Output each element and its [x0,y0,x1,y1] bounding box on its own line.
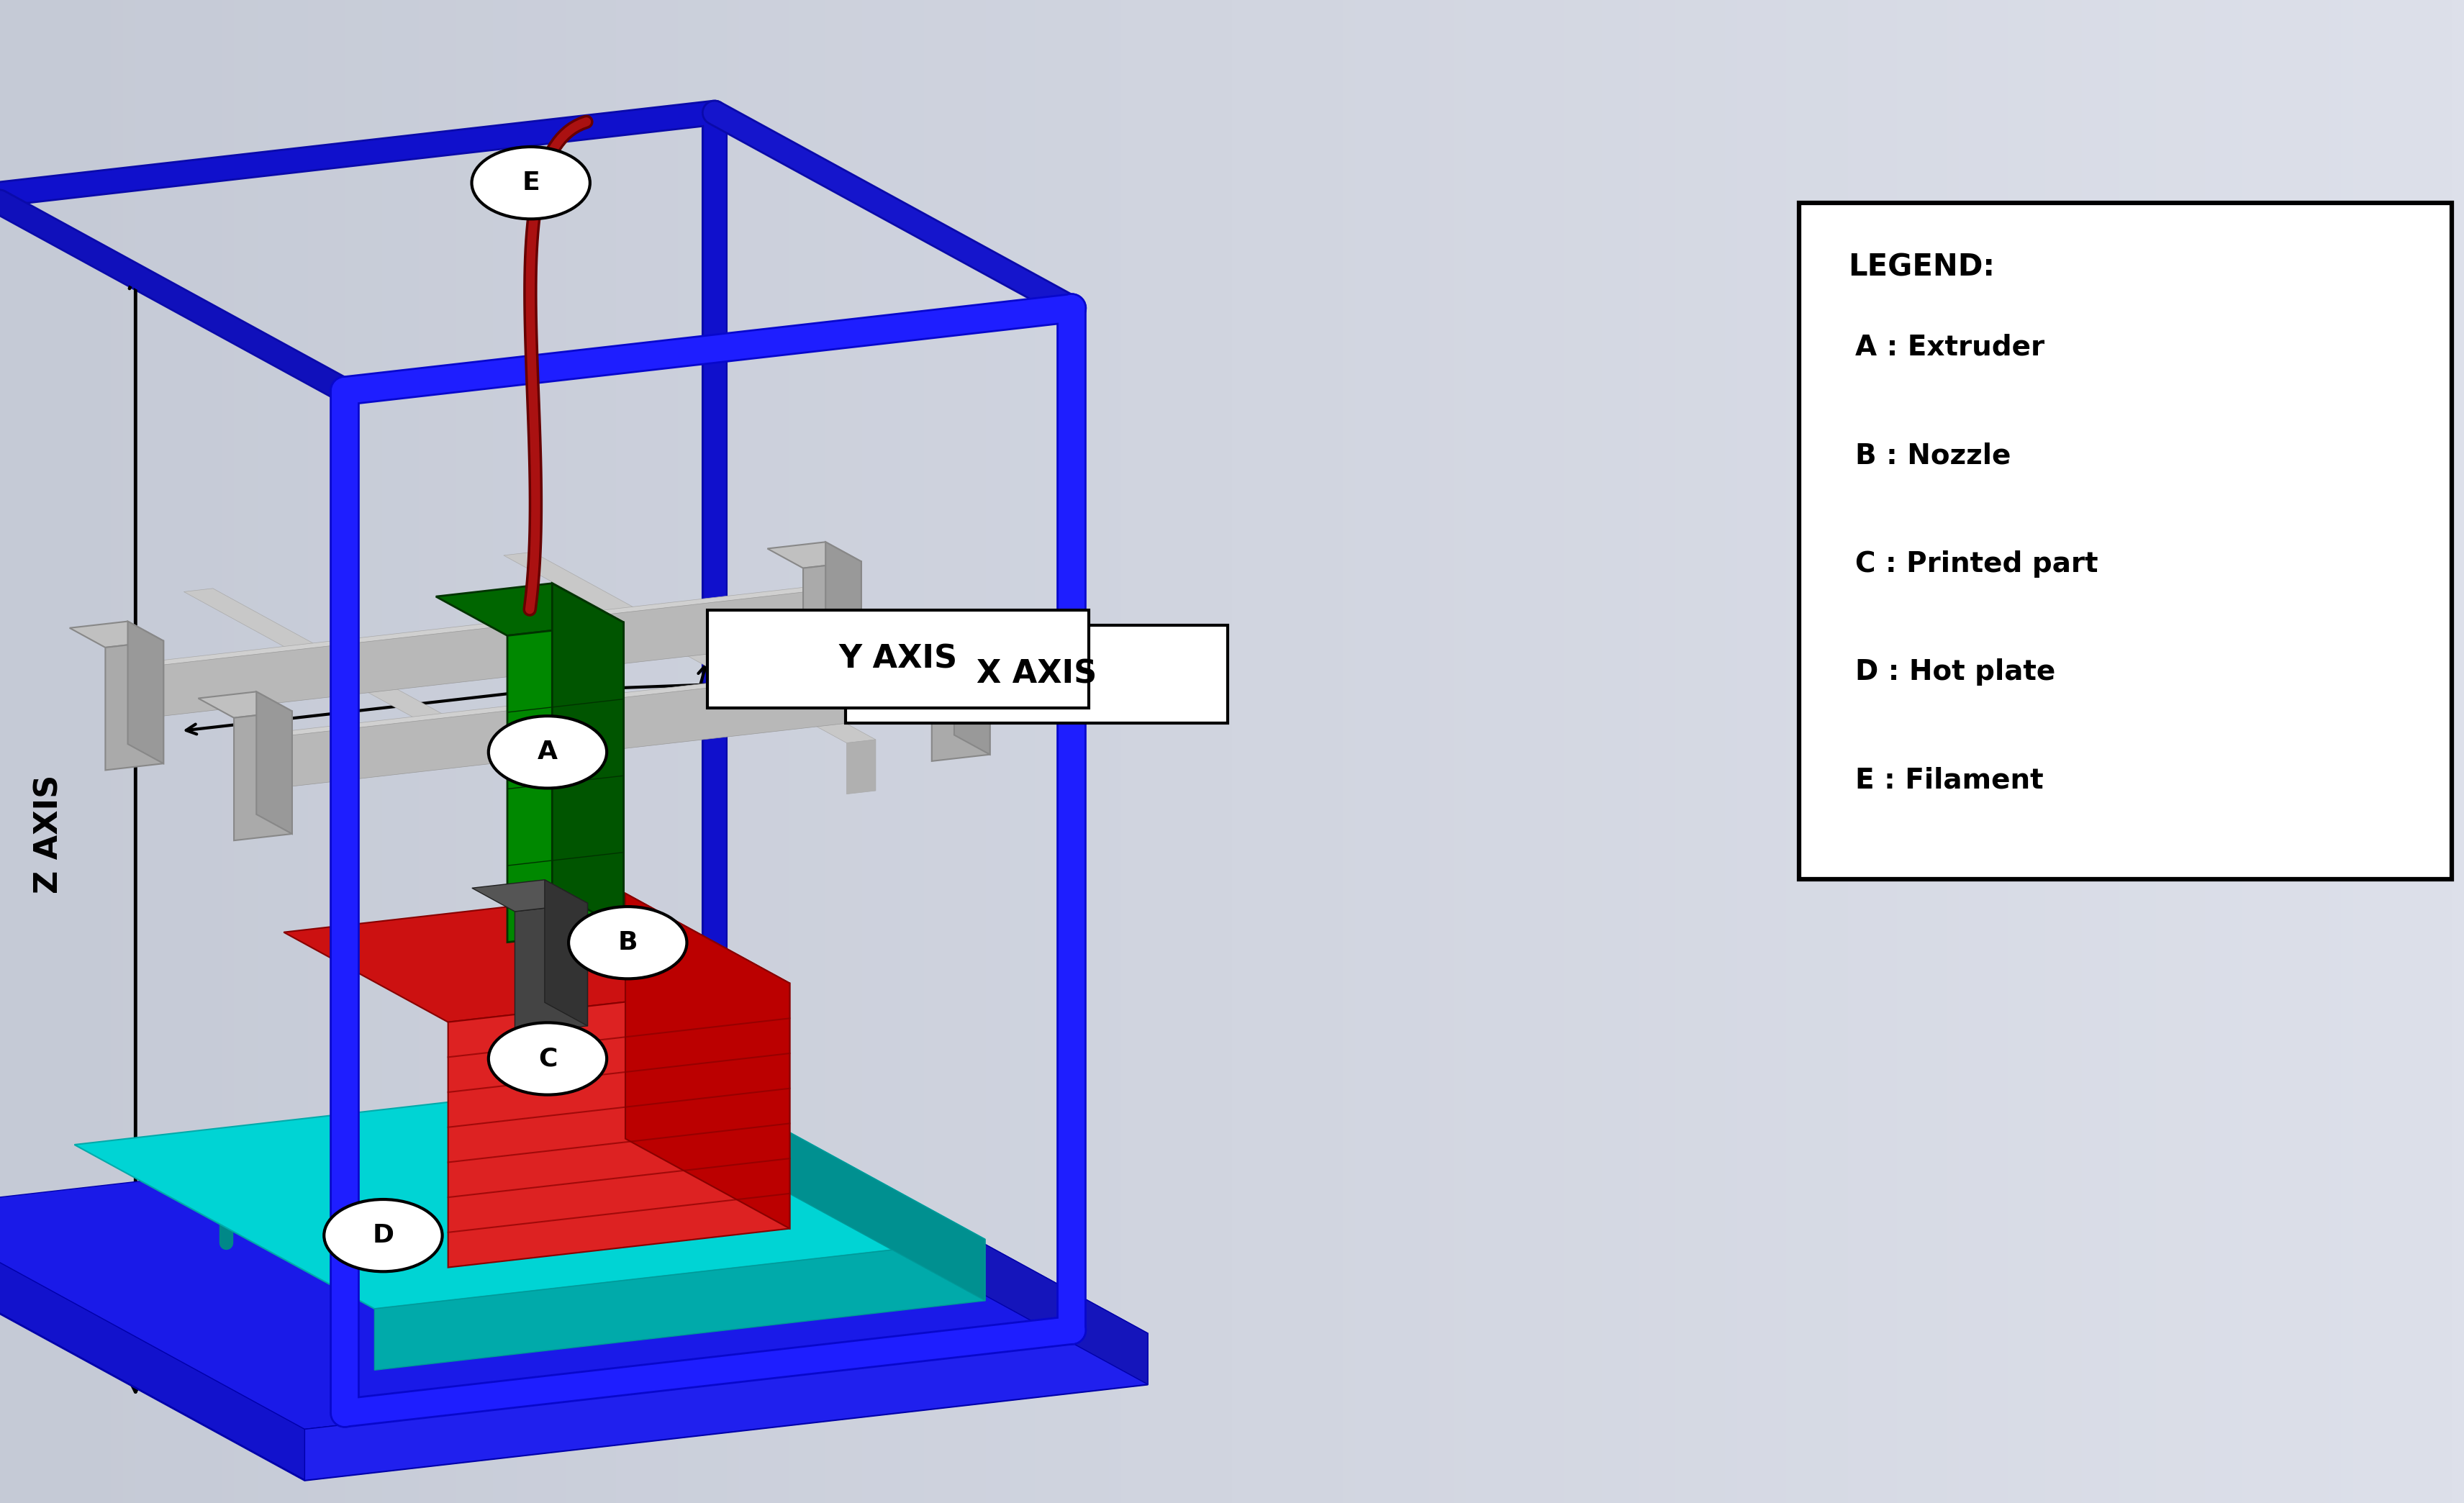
Polygon shape [473,879,586,911]
Polygon shape [239,657,951,744]
Polygon shape [246,661,944,792]
FancyBboxPatch shape [1799,203,2452,879]
Polygon shape [954,612,991,755]
Polygon shape [848,739,875,794]
Polygon shape [116,591,813,721]
Polygon shape [803,562,862,691]
Circle shape [569,906,687,978]
Polygon shape [185,588,557,779]
Text: X AXIS: X AXIS [976,658,1096,690]
Polygon shape [503,552,875,742]
Polygon shape [626,893,788,1228]
Polygon shape [545,879,586,1027]
Polygon shape [74,1075,986,1309]
Text: E: E [522,171,540,195]
Polygon shape [256,691,293,834]
Polygon shape [197,691,293,718]
Text: C : Printed part: C : Printed part [1855,550,2099,577]
Polygon shape [744,1112,1148,1384]
Polygon shape [508,622,623,942]
Polygon shape [515,903,586,1034]
Polygon shape [234,711,293,840]
Polygon shape [552,583,623,929]
Circle shape [488,715,606,788]
Polygon shape [897,612,991,639]
Text: B : Nozzle: B : Nozzle [1855,442,2011,469]
Polygon shape [931,631,991,761]
Polygon shape [448,983,788,1267]
Text: A: A [537,739,557,765]
Polygon shape [283,893,788,1022]
Text: E : Filament: E : Filament [1855,767,2043,794]
Polygon shape [106,640,163,770]
Polygon shape [0,1163,1148,1480]
Polygon shape [375,1240,986,1371]
FancyBboxPatch shape [845,625,1227,723]
Circle shape [325,1199,444,1272]
Polygon shape [527,776,557,830]
Polygon shape [0,1112,1148,1429]
Text: C: C [537,1046,557,1072]
Text: A : Extruder: A : Extruder [1855,334,2045,361]
Text: D: D [372,1223,394,1247]
Circle shape [471,147,589,219]
Circle shape [488,1022,606,1094]
Polygon shape [436,583,623,636]
Polygon shape [306,1333,1148,1480]
Polygon shape [766,543,862,568]
FancyBboxPatch shape [707,610,1089,708]
Text: D : Hot plate: D : Hot plate [1855,658,2055,685]
Polygon shape [108,586,821,673]
Text: B: B [618,930,638,954]
Text: Z AXIS: Z AXIS [34,774,64,894]
Polygon shape [825,543,862,684]
Polygon shape [128,621,163,764]
Text: LEGEND:: LEGEND: [1848,253,1996,283]
Polygon shape [685,1075,986,1300]
Polygon shape [69,621,163,648]
Text: Y AXIS: Y AXIS [838,643,958,675]
